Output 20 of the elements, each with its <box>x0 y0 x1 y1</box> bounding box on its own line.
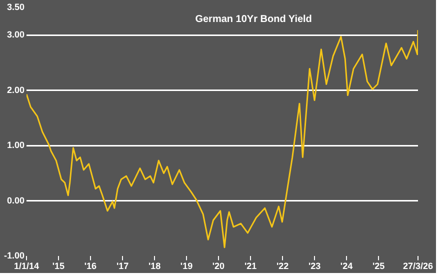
x-tick-label: '24 <box>340 261 353 272</box>
x-tick-label: '20 <box>212 261 225 272</box>
x-tick-label: '22 <box>276 261 289 272</box>
x-tick-label: '19 <box>180 261 193 272</box>
x-tick-label: '15 <box>52 261 65 272</box>
text: German 10Yr Bond Yield <box>195 14 312 26</box>
y-tick-label: 3.50 <box>6 2 25 12</box>
x-tick-label: '18 <box>148 261 161 272</box>
y-tick-label: 0.00 <box>6 195 25 206</box>
y-tick-label: 1.00 <box>6 140 25 150</box>
x-tick-label: '23 <box>308 261 321 272</box>
x-tick-label: '21 <box>244 261 257 272</box>
x-tick-label: 1/1/14 <box>14 261 40 272</box>
x-tick-label: '17 <box>116 261 129 272</box>
x-tick-label: '16 <box>84 261 97 272</box>
y-tick-label: 2.00 <box>6 84 25 95</box>
x-tick-label: '25 <box>372 261 385 272</box>
x-tick-label: 27/3/26 <box>402 261 434 272</box>
y-tick-label: -1.00 <box>4 250 25 261</box>
y-tick-label: 3.00 <box>6 30 25 40</box>
